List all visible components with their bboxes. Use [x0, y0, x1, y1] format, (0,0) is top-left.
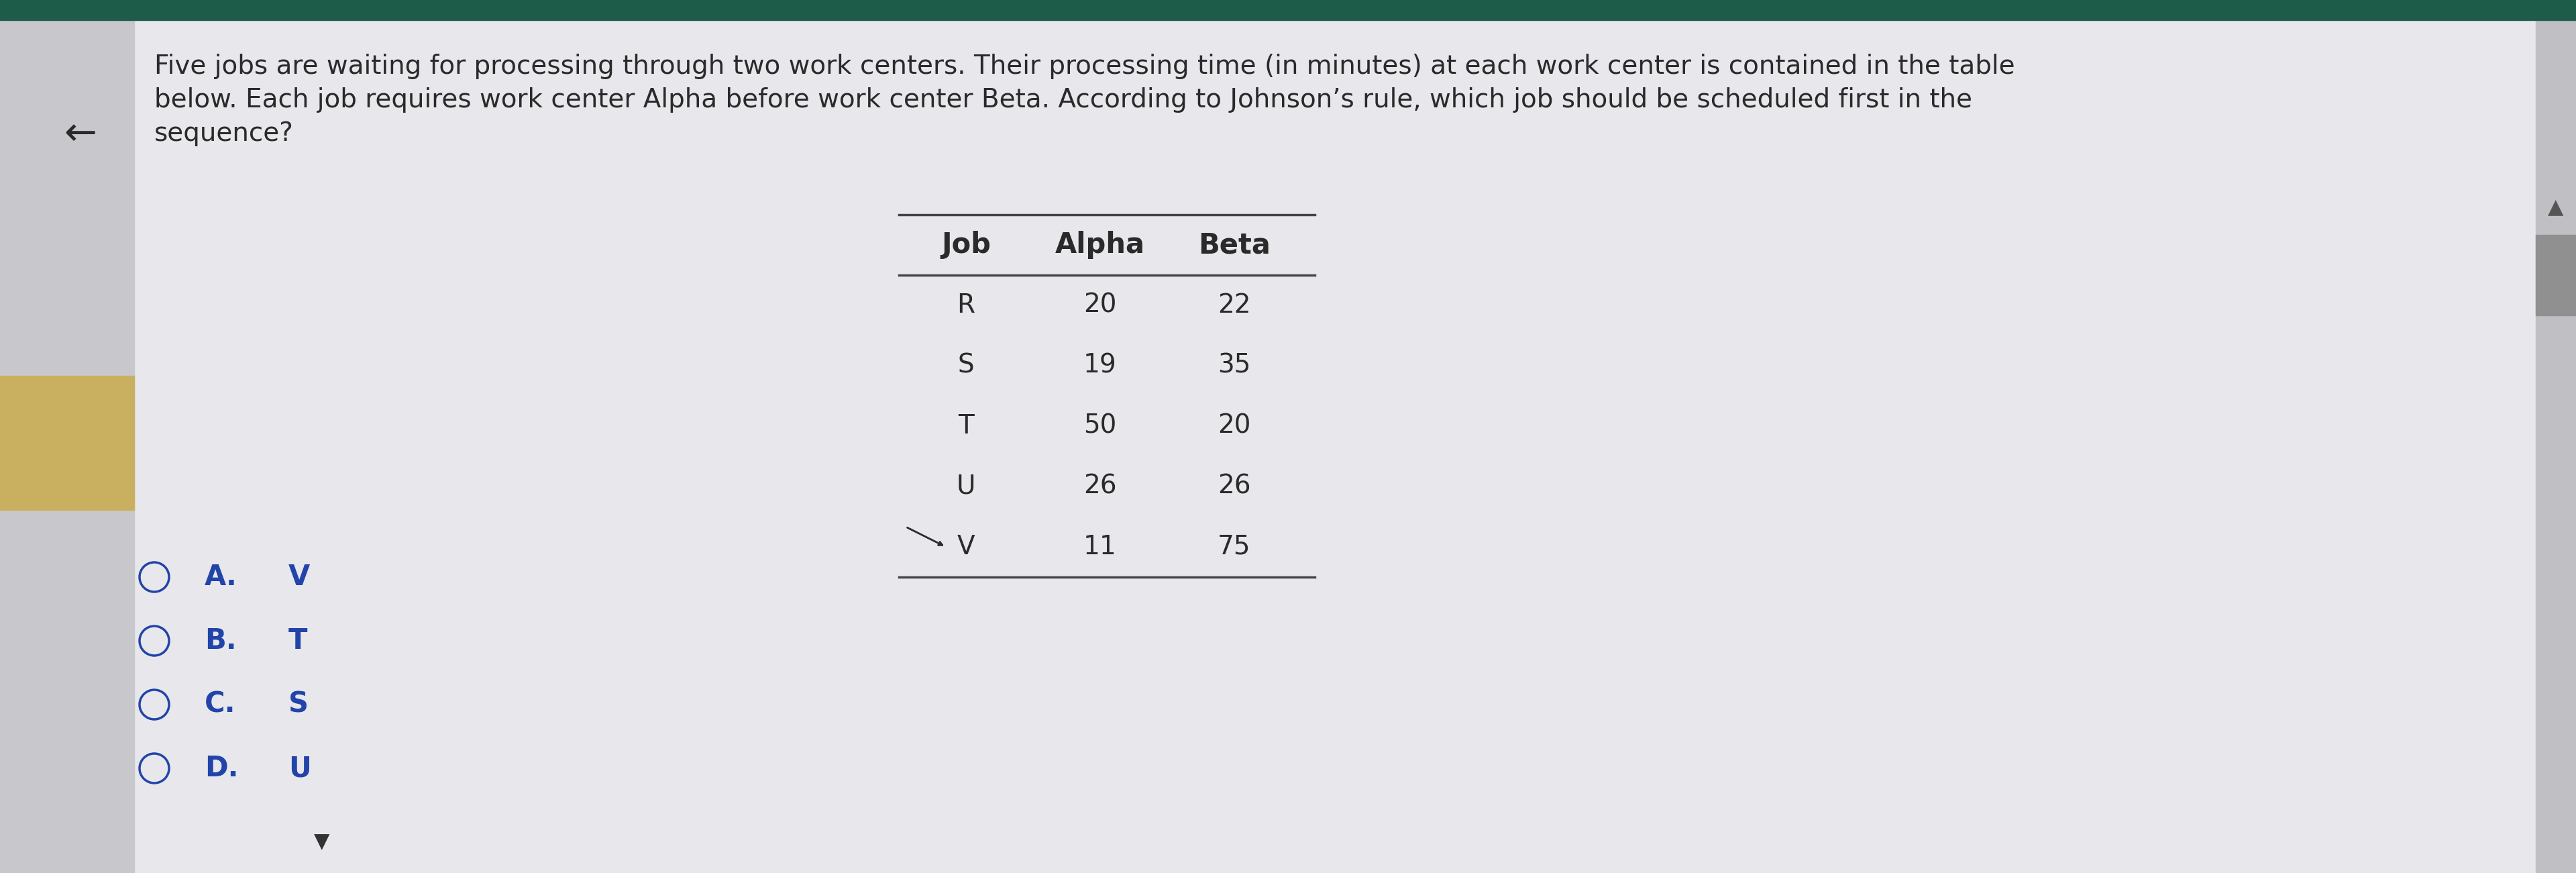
Text: 35: 35 — [1218, 353, 1252, 379]
Text: 26: 26 — [1084, 474, 1118, 499]
Text: Job: Job — [940, 230, 992, 259]
Text: below. Each job requires work center Alpha before work center Beta. According to: below. Each job requires work center Alp… — [155, 87, 1973, 113]
Text: 75: 75 — [1218, 534, 1252, 560]
Text: T: T — [289, 627, 307, 655]
Text: ←: ← — [64, 115, 98, 154]
Text: Five jobs are waiting for processing through two work centers. Their processing : Five jobs are waiting for processing thr… — [155, 53, 2014, 79]
Text: S: S — [958, 353, 974, 379]
Text: V: V — [958, 534, 974, 560]
Bar — [2535, 0, 2576, 873]
Text: ▼: ▼ — [314, 832, 330, 852]
Text: R: R — [956, 292, 976, 318]
Text: sequence?: sequence? — [155, 120, 294, 147]
Text: ▲: ▲ — [2548, 198, 2563, 217]
Text: 22: 22 — [1218, 292, 1252, 318]
Text: 26: 26 — [1218, 474, 1252, 499]
Text: 20: 20 — [1084, 292, 1118, 318]
Text: 19: 19 — [1084, 353, 1118, 379]
Text: D.: D. — [204, 754, 240, 782]
Text: 11: 11 — [1084, 534, 1118, 560]
Text: T: T — [958, 413, 974, 439]
Text: Beta: Beta — [1198, 230, 1270, 259]
Bar — [2535, 235, 2576, 315]
Text: C.: C. — [204, 691, 237, 718]
Bar — [0, 0, 134, 873]
Bar — [0, 375, 134, 510]
Text: A.: A. — [204, 563, 237, 591]
Text: U: U — [956, 474, 976, 499]
Text: U: U — [289, 754, 312, 782]
Text: 50: 50 — [1084, 413, 1118, 439]
Text: V: V — [289, 563, 309, 591]
Bar — [0, 0, 2576, 20]
Text: B.: B. — [204, 627, 237, 655]
Text: 20: 20 — [1218, 413, 1252, 439]
Text: Alpha: Alpha — [1056, 230, 1146, 259]
Text: S: S — [289, 691, 309, 718]
